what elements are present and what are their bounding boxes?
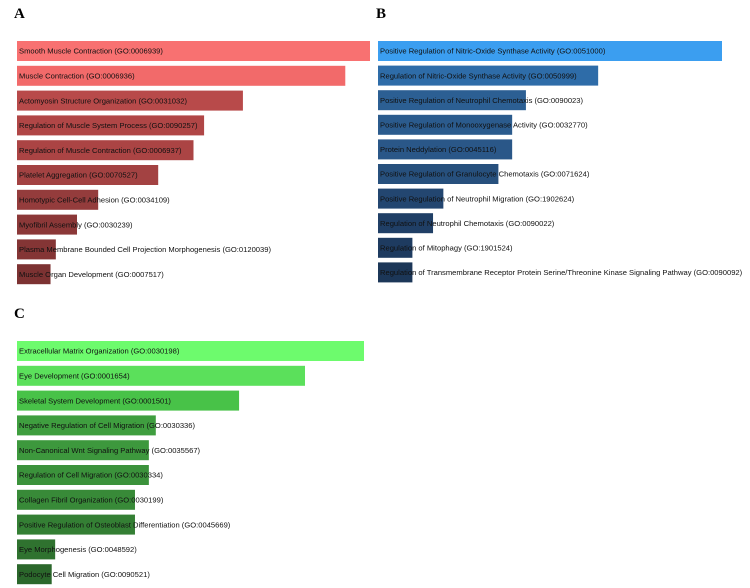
panel-c-bar-label-5: Non-Canonical Wnt Signaling Pathway (GO:…	[19, 446, 201, 455]
panel-b-bar-5	[378, 139, 513, 160]
panel-a-bar-label-9: Plasma Membrane Bounded Cell Projection …	[19, 245, 271, 254]
panel-b-bar-9	[378, 237, 413, 258]
panel-a-bar-10	[17, 264, 51, 285]
panel-b-bar-label-4: Positive Regulation of Monooxygenase Act…	[380, 121, 588, 130]
panel-b-bar-label-6: Positive Regulation of Granulocyte Chemo…	[380, 170, 590, 179]
panel-c-bar-label-3: Skeletal System Development (GO:0001501)	[19, 396, 171, 405]
panel-a-bar-5	[17, 140, 194, 161]
panel-c-bar-label-9: Eye Morphogenesis (GO:0048592)	[19, 545, 137, 554]
panel-c-bar-label-1: Extracellular Matrix Organization (GO:00…	[19, 347, 180, 356]
panel-b-bar-label-5: Protein Neddylation (GO:0045116)	[380, 145, 497, 154]
panel-a-bar-label-8: Myofibril Assembly (GO:0030239)	[19, 220, 133, 229]
panel-a-bar-6	[17, 165, 159, 185]
panel-b-bar-label-3: Positive Regulation of Neutrophil Chemot…	[380, 96, 584, 105]
panel-b-bar-3	[378, 90, 526, 111]
panel-b-bar-label-7: Positive Regulation of Neutrophil Migrat…	[380, 194, 575, 203]
panel-c-bar-5	[17, 440, 149, 461]
panel-a-bar-label-4: Regulation of Muscle System Process (GO:…	[19, 121, 198, 130]
panel-c-chart: C Extracellular Matrix Organization (GO:…	[14, 306, 364, 585]
panel-c-bar-1	[17, 341, 364, 361]
panel-c-bar-3	[17, 390, 240, 411]
panel-a-bar-3	[17, 90, 243, 111]
panel-a-bar-label-7: Homotypic Cell-Cell Adhesion (GO:0034109…	[19, 196, 170, 205]
panel-a-letter: A	[14, 6, 25, 22]
panel-a-bar-label-6: Platelet Aggregation (GO:0070527)	[19, 171, 138, 180]
panel-c-bar-7	[17, 489, 135, 510]
panel-c-bar-8	[17, 514, 135, 535]
panel-c-bar-6	[17, 465, 149, 485]
panel-b-bar-label-9: Regulation of Mitophagy (GO:1901524)	[380, 244, 513, 253]
panel-b-chart: B Positive Regulation of Nitric-Oxide Sy…	[376, 6, 743, 283]
panel-b-bar-label-10: Regulation of Transmembrane Receptor Pro…	[380, 268, 743, 277]
panel-b-bar-2	[378, 65, 599, 86]
panel-b-bar-10	[378, 262, 413, 283]
panel-c-bar-label-4: Negative Regulation of Cell Migration (G…	[19, 421, 195, 430]
panel-b-bar-7	[378, 188, 444, 209]
panel-a-chart: A Smooth Muscle Contraction (GO:0006939)…	[14, 6, 370, 285]
panel-c-bar-label-7: Collagen Fibril Organization (GO:0030199…	[19, 496, 164, 505]
panel-c-letter: C	[14, 306, 25, 322]
panel-a-bar-label-3: Actomyosin Structure Organization (GO:00…	[19, 96, 187, 105]
panel-a-bar-9	[17, 239, 56, 260]
panel-a-bar-label-1: Smooth Muscle Contraction (GO:0006939)	[19, 47, 163, 56]
panel-b-letter: B	[376, 6, 386, 22]
panel-b-bar-1	[378, 41, 722, 61]
panel-b-bar-8	[378, 213, 434, 234]
panel-b-bars: Positive Regulation of Nitric-Oxide Synt…	[378, 41, 743, 283]
panel-b-bar-label-2: Regulation of Nitric-Oxide Synthase Acti…	[380, 71, 577, 80]
panel-c-bar-2	[17, 365, 306, 386]
panel-a-bar-label-10: Muscle Organ Development (GO:0007517)	[19, 270, 164, 279]
panel-c-bar-label-8: Positive Regulation of Osteoblast Differ…	[19, 520, 231, 529]
panel-c-bar-9	[17, 539, 56, 560]
panel-c-bar-10	[17, 564, 52, 585]
panel-a-bar-2	[17, 65, 346, 86]
panel-a-bars: Smooth Muscle Contraction (GO:0006939) Mu…	[17, 41, 370, 285]
panel-c-bar-4	[17, 415, 156, 436]
panel-a-bar-7	[17, 189, 99, 210]
panel-c-bars: Extracellular Matrix Organization (GO:00…	[17, 341, 364, 585]
panel-a-bar-8	[17, 214, 78, 235]
panel-a-bar-label-5: Regulation of Muscle Contraction (GO:000…	[19, 146, 182, 155]
panel-b-bar-label-8: Regulation of Neutrophil Chemotaxis (GO:…	[380, 219, 555, 228]
panel-b-bar-label-1: Positive Regulation of Nitric-Oxide Synt…	[380, 47, 606, 56]
panel-a-bar-1	[17, 41, 370, 61]
panel-a-bar-4	[17, 115, 205, 136]
panel-c-bar-label-10: Podocyte Cell Migration (GO:0090521)	[19, 570, 150, 579]
panel-b-bar-6	[378, 164, 499, 184]
panel-b-bar-4	[378, 114, 513, 135]
panel-a-bar-label-2: Muscle Contraction (GO:0006936)	[19, 72, 135, 81]
panel-c-bar-label-6: Regulation of Cell Migration (GO:0030334…	[19, 471, 163, 480]
panel-c-bar-label-2: Eye Development (GO:0001654)	[19, 372, 130, 381]
